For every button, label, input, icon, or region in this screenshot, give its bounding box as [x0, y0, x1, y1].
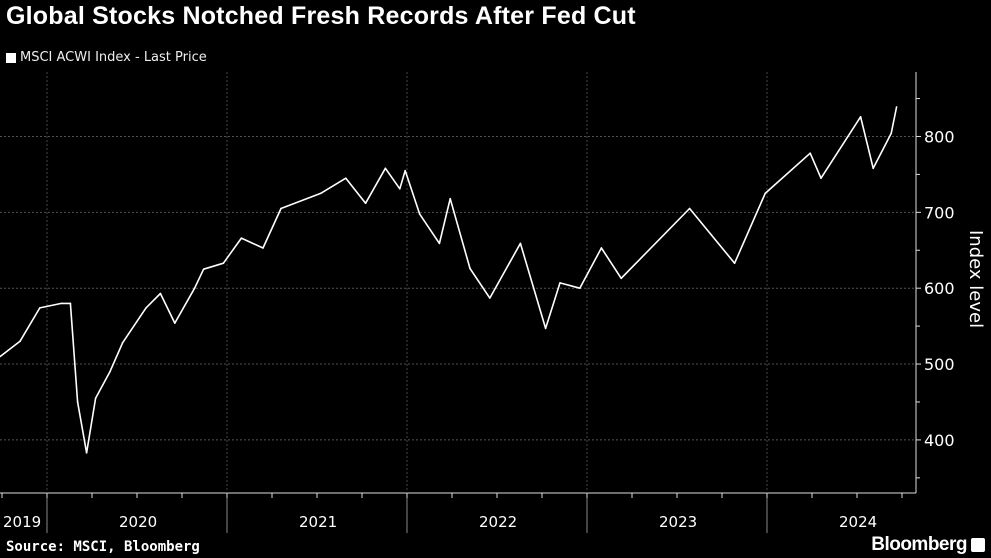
y-tick-label: 700: [924, 203, 955, 222]
data-point: [764, 192, 766, 195]
data-point: [85, 451, 88, 454]
data-point: [544, 327, 547, 330]
x-tick-label: 2022: [479, 513, 517, 531]
data-point: [895, 106, 898, 108]
data-point: [174, 322, 176, 324]
data-point: [620, 277, 622, 280]
data-point: [159, 292, 162, 295]
data-point: [262, 247, 264, 249]
data-point: [438, 242, 441, 245]
x-tick-label: 2024: [839, 513, 877, 531]
legend-swatch: [6, 52, 16, 63]
data-point: [364, 202, 367, 205]
data-point: [859, 115, 862, 118]
data-point: [240, 237, 243, 239]
chart-title: Global Stocks Notched Fresh Records Afte…: [6, 2, 636, 30]
data-point: [202, 268, 205, 271]
data-point: [319, 192, 322, 195]
data-point: [469, 267, 471, 270]
data-point: [145, 307, 147, 309]
data-point: [345, 177, 347, 179]
legend-label: MSCI ACWI Index - Last Price: [20, 50, 207, 65]
data-point: [872, 167, 874, 170]
data-point: [600, 247, 603, 249]
series-line-msci-acwi: [0, 106, 898, 454]
data-point: [489, 297, 491, 299]
bloomberg-logo: Bloomberg: [871, 534, 967, 555]
data-point: [890, 132, 892, 135]
y-tick-label: 500: [924, 355, 955, 374]
data-point: [733, 262, 736, 264]
x-tick-label: 2023: [659, 513, 697, 531]
source-note: Source: MSCI, Bloomberg: [6, 539, 200, 555]
data-point: [121, 342, 124, 344]
x-tick-label: 2020: [119, 513, 157, 531]
legend: MSCI ACWI Index - Last Price: [6, 50, 207, 65]
data-point: [404, 169, 407, 172]
data-point: [69, 302, 72, 305]
data-point: [109, 370, 111, 373]
data-point: [384, 167, 387, 170]
data-point: [193, 287, 196, 289]
data-point: [280, 207, 282, 210]
data-point: [222, 262, 225, 264]
data-point: [19, 340, 21, 343]
data-point: [820, 177, 822, 179]
y-axis-label: Index level: [965, 230, 986, 328]
data-point: [579, 287, 581, 289]
data-point: [809, 152, 811, 154]
y-tick-label: 600: [924, 279, 955, 298]
data-point: [559, 282, 561, 284]
data-point: [0, 355, 1, 358]
data-point: [399, 188, 401, 190]
data-point: [519, 242, 522, 245]
y-tick-label: 800: [924, 127, 955, 146]
data-point: [418, 213, 421, 215]
x-tick-label: 2019: [3, 513, 41, 531]
x-tick-label: 2021: [299, 513, 337, 531]
data-point: [60, 302, 63, 305]
y-tick-label: 400: [924, 431, 955, 450]
data-point: [76, 401, 79, 403]
data-point: [39, 307, 41, 309]
data-point: [449, 197, 452, 200]
data-point: [688, 207, 691, 210]
bloomberg-icon: [971, 538, 985, 552]
data-point: [94, 397, 97, 399]
